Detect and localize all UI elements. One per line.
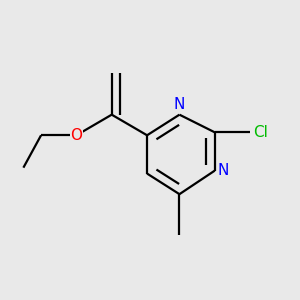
Text: N: N xyxy=(174,97,185,112)
Text: N: N xyxy=(218,163,229,178)
Text: Cl: Cl xyxy=(253,125,268,140)
Text: O: O xyxy=(70,128,83,143)
